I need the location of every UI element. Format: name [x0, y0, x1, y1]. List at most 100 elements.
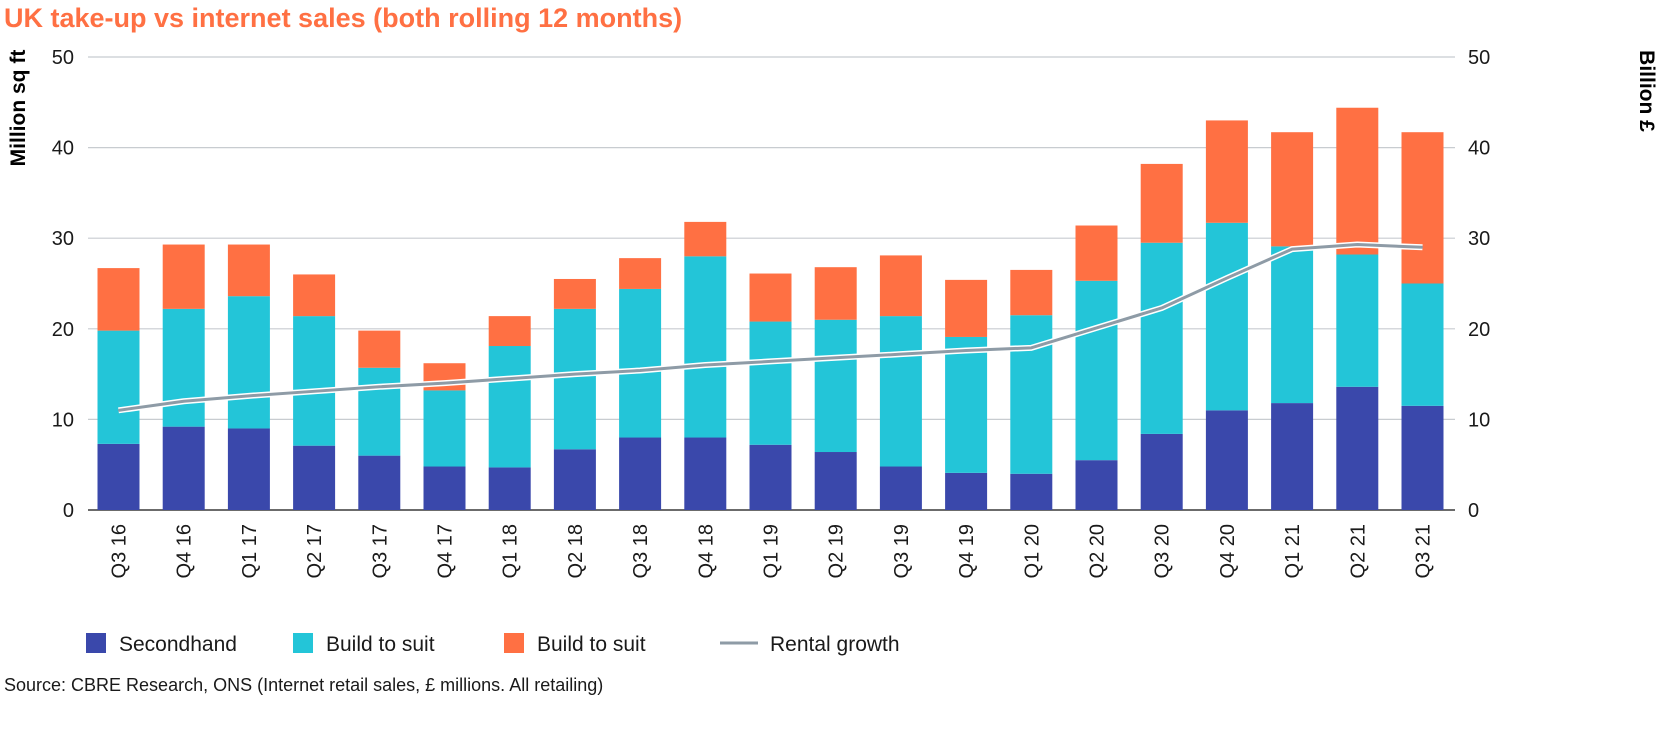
x-tick-label: Q2 21 [1347, 524, 1369, 578]
x-tick-label: Q3 21 [1413, 524, 1435, 578]
x-tick-label: Q3 16 [109, 524, 131, 578]
bar-segment-secondhand-0 [1205, 410, 1248, 510]
bar-segment-secondhand-0 [814, 452, 857, 510]
bar-segment-secondhand-0 [227, 428, 270, 510]
rental-growth-point [770, 360, 771, 362]
rental-growth-point [1291, 248, 1293, 250]
bar-segment-build-to-suit-1 [684, 256, 727, 438]
x-tick-label: Q4 20 [1217, 524, 1239, 578]
rental-growth-point [1096, 327, 1097, 329]
bars [97, 107, 1444, 510]
y-tick-label-right: 40 [1468, 138, 1490, 160]
y-tick-label-left: 20 [52, 319, 74, 341]
rental-growth-point [378, 386, 380, 388]
bar-segment-build-to-suit-1 [553, 308, 596, 450]
rental-growth-point [444, 382, 445, 384]
rental-growth-point [1422, 246, 1423, 248]
y-tick-label-right: 50 [1468, 47, 1490, 69]
legend-label: Build to suit [326, 633, 435, 656]
bar-segment-build-to-suit-2 [879, 255, 922, 317]
bar-segment-secondhand-0 [619, 437, 662, 510]
bar-segment-build-to-suit-1 [162, 308, 205, 427]
y-tick-label-right: 0 [1468, 500, 1479, 522]
bar-segment-build-to-suit-1 [97, 330, 140, 444]
x-tick-label: Q2 20 [1087, 524, 1109, 578]
bar-segment-secondhand-0 [879, 466, 922, 510]
bar-segment-build-to-suit-1 [814, 319, 857, 453]
bar-segment-secondhand-0 [488, 467, 531, 510]
bar-segment-secondhand-0 [1271, 403, 1314, 510]
bar-segment-build-to-suit-1 [1010, 315, 1053, 474]
legend-swatch [293, 633, 313, 653]
rental-growth-point [118, 409, 119, 411]
bar-segment-build-to-suit-1 [619, 288, 662, 438]
bar-segment-secondhand-0 [749, 444, 792, 510]
bar-segment-build-to-suit-1 [488, 346, 531, 468]
bar-segment-build-to-suit-2 [553, 278, 596, 309]
rental-growth-point [574, 373, 576, 375]
bar-segment-build-to-suit-2 [293, 274, 336, 317]
y-tick-label-left: 50 [52, 47, 74, 69]
line-series [118, 241, 1423, 414]
x-tick-label: Q2 18 [565, 524, 587, 578]
source-note: Source: CBRE Research, ONS (Internet ret… [4, 675, 603, 695]
bar-segment-build-to-suit-1 [227, 296, 270, 429]
x-tick-label: Q4 18 [695, 524, 717, 578]
bar-segment-build-to-suit-2 [1271, 132, 1314, 247]
bar-segment-build-to-suit-1 [293, 316, 336, 446]
bar-segment-build-to-suit-2 [814, 267, 857, 320]
y-ticks-right: 0 10 20 30 40 50 [1468, 47, 1490, 522]
rental-growth-point [248, 395, 250, 397]
bar-segment-build-to-suit-1 [1271, 246, 1314, 404]
x-tick-label: Q3 18 [630, 524, 652, 578]
rental-growth-point [313, 390, 315, 392]
bar-segment-secondhand-0 [945, 472, 988, 510]
bar-segment-build-to-suit-2 [1205, 120, 1248, 223]
legend-label: Rental growth [770, 633, 900, 656]
bar-segment-build-to-suit-2 [945, 279, 988, 337]
x-tick-label: Q4 16 [174, 524, 196, 578]
bar-segment-build-to-suit-2 [1010, 269, 1053, 316]
y-tick-label-right: 30 [1468, 228, 1490, 250]
bar-segment-build-to-suit-1 [423, 390, 466, 467]
x-tick-label: Q4 19 [956, 524, 978, 578]
bar-segment-build-to-suit-1 [1336, 254, 1379, 387]
legend: Secondhand Build to suit Build to suit Rent… [86, 633, 900, 656]
x-tick-label: Q2 19 [826, 524, 848, 578]
bar-segment-secondhand-0 [1401, 405, 1444, 510]
rental-growth-point [900, 353, 902, 355]
bar-segment-build-to-suit-2 [684, 221, 727, 257]
bar-segment-secondhand-0 [162, 426, 205, 510]
rental-growth-point [835, 357, 837, 359]
rental-growth-point [183, 400, 185, 402]
x-tick-label: Q1 17 [239, 524, 261, 578]
bar-segment-build-to-suit-2 [227, 244, 270, 297]
bar-segment-build-to-suit-1 [358, 367, 401, 456]
y-tick-label-left: 0 [63, 500, 74, 522]
bar-segment-build-to-suit-2 [619, 258, 662, 289]
bar-segment-secondhand-0 [1336, 386, 1379, 510]
rental-growth-point [639, 369, 641, 371]
rental-growth-point [1161, 307, 1163, 309]
bar-segment-build-to-suit-1 [1140, 242, 1183, 434]
bar-segment-build-to-suit-1 [1205, 222, 1248, 411]
chart-title: UK take-up vs internet sales (both rolli… [4, 3, 682, 33]
bar-segment-secondhand-0 [1075, 460, 1118, 510]
bar-segment-build-to-suit-2 [1401, 132, 1444, 284]
y-tick-label-left: 10 [52, 409, 74, 431]
y-tick-label-right: 10 [1468, 409, 1490, 431]
bar-segment-build-to-suit-2 [749, 273, 792, 322]
y-ticks-left: 0 10 20 30 40 50 [52, 47, 74, 522]
y-axis-title-left: Million sq ft [7, 50, 30, 167]
bar-segment-build-to-suit-2 [1140, 163, 1183, 243]
x-tick-label: Q1 18 [500, 524, 522, 578]
x-tick-label: Q2 17 [304, 524, 326, 578]
bar-segment-build-to-suit-1 [749, 321, 792, 445]
x-tick-label: Q3 20 [1152, 524, 1174, 578]
bar-segment-build-to-suit-2 [358, 330, 401, 368]
bar-segment-build-to-suit-1 [945, 336, 988, 473]
bar-segment-secondhand-0 [97, 443, 140, 510]
x-tick-label: Q1 21 [1282, 524, 1304, 578]
